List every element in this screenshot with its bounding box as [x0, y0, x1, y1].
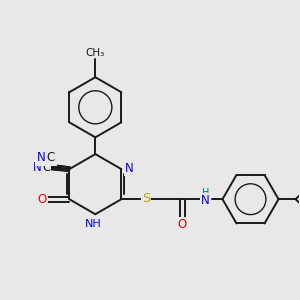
Text: N: N	[33, 161, 42, 174]
Text: O: O	[37, 193, 46, 206]
Text: H: H	[202, 188, 209, 198]
Text: CH₃: CH₃	[86, 48, 105, 58]
Text: C: C	[47, 152, 56, 165]
Text: N: N	[124, 162, 133, 175]
Text: NH: NH	[85, 219, 102, 229]
Text: C: C	[47, 151, 55, 164]
Text: S: S	[142, 192, 150, 205]
Text: C: C	[42, 161, 50, 174]
Text: N: N	[201, 194, 210, 207]
Text: N: N	[35, 152, 44, 165]
Text: O: O	[178, 218, 187, 231]
Text: N: N	[37, 151, 46, 164]
